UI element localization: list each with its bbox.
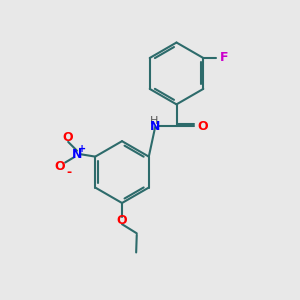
Text: O: O <box>63 131 74 144</box>
Text: H: H <box>150 116 158 126</box>
Text: O: O <box>117 214 127 227</box>
Text: +: + <box>78 144 86 154</box>
Text: N: N <box>72 148 82 161</box>
Text: N: N <box>150 120 160 133</box>
Text: -: - <box>66 166 71 179</box>
Text: F: F <box>220 52 228 64</box>
Text: O: O <box>198 120 208 133</box>
Text: O: O <box>55 160 65 173</box>
